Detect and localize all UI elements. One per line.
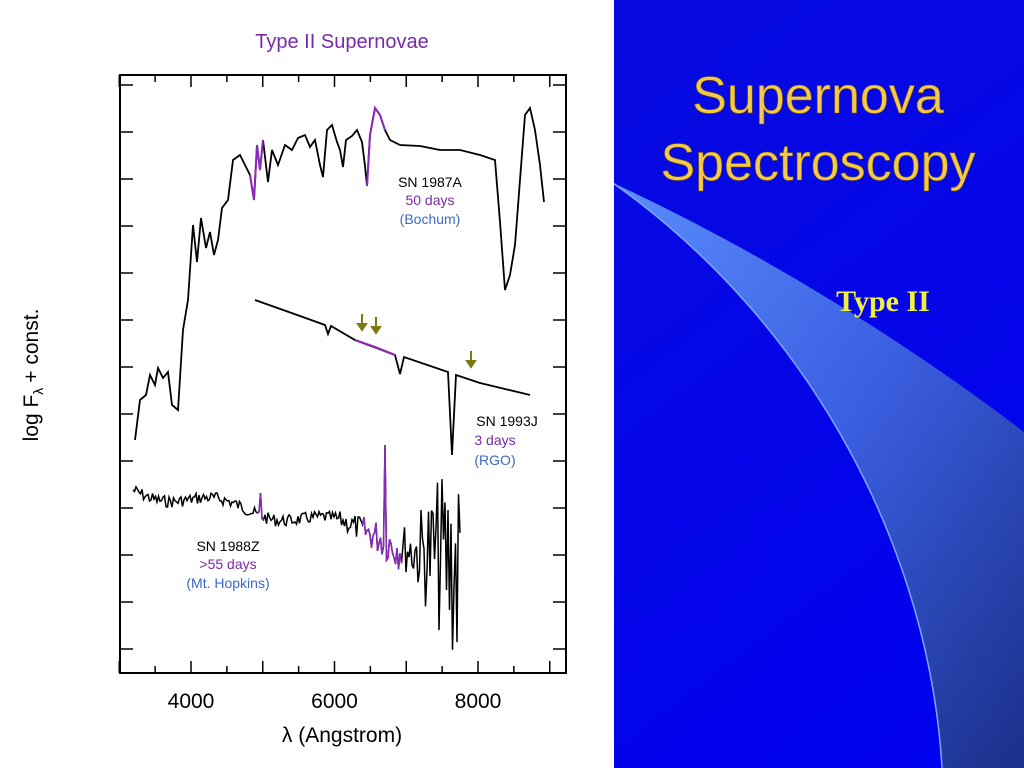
slide-title-line: Spectroscopy — [660, 134, 975, 192]
annotation-epoch: 50 days — [405, 192, 454, 208]
slide-subtitle: Type II — [836, 285, 930, 318]
spectrum-1988z-highlight — [257, 444, 403, 570]
spectrum-1993j — [254, 299, 531, 456]
figure: Type II Supernovae 4000 6000 8000 λ (Ang… — [20, 31, 567, 747]
x-tick-label: 4000 — [168, 690, 215, 713]
spectrum-1987a-highlight — [249, 105, 386, 201]
annotation-name: SN 1987A — [398, 174, 462, 190]
annotation-source: (Bochum) — [400, 211, 461, 227]
swoosh-edge — [612, 182, 943, 768]
figure-panel — [0, 0, 614, 768]
spectrum-1987a — [134, 105, 545, 441]
annotation-name: SN 1993J — [476, 413, 537, 429]
x-tick-label: 6000 — [311, 690, 358, 713]
annotation-epoch: >55 days — [199, 556, 256, 572]
annotation-epoch: 3 days — [474, 432, 515, 448]
annotation-name: SN 1988Z — [196, 538, 259, 554]
slide-title-line: Supernova — [692, 67, 944, 125]
x-axis-label: λ (Angstrom) — [282, 724, 402, 747]
figure-title: Type II Supernovae — [255, 31, 428, 53]
y-label-main: log F — [20, 395, 43, 442]
y-axis-label: log Fλ + const. — [20, 309, 46, 442]
y-label-sub: λ — [30, 388, 46, 395]
spectrum-1993j-highlight — [354, 338, 396, 357]
y-label-suffix: + const. — [20, 309, 43, 383]
line-markers — [356, 314, 477, 369]
annotation-source: (RGO) — [474, 452, 515, 468]
spectrum-1988z — [132, 444, 461, 650]
swoosh — [613, 183, 1024, 768]
annotation-source: (Mt. Hopkins) — [186, 575, 269, 591]
plot-frame — [119, 74, 567, 674]
x-tick-label: 8000 — [455, 690, 502, 713]
